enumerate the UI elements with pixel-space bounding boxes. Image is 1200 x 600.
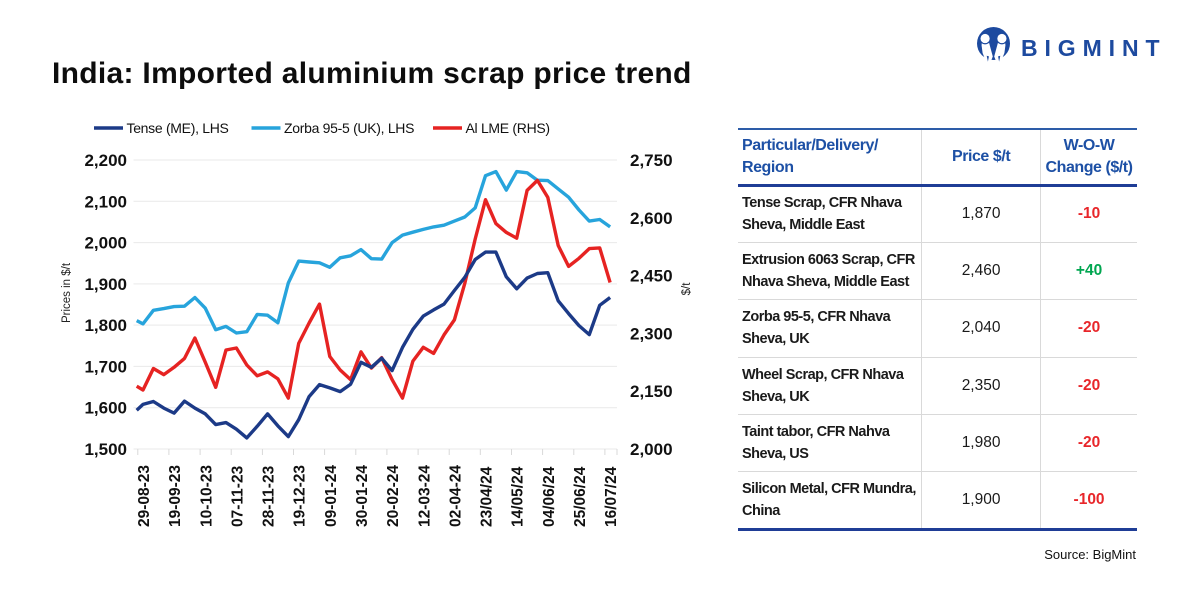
- svg-text:28-11-23: 28-11-23: [261, 465, 278, 527]
- svg-text:2,150: 2,150: [630, 382, 673, 401]
- svg-text:29-08-23: 29-08-23: [136, 465, 153, 527]
- svg-text:16/07/24: 16/07/24: [603, 466, 620, 527]
- svg-text:19-12-23: 19-12-23: [292, 465, 309, 527]
- svg-text:19-09-23: 19-09-23: [167, 465, 184, 527]
- svg-text:02-04-24: 02-04-24: [447, 465, 464, 527]
- svg-text:2,000: 2,000: [84, 234, 127, 253]
- svg-text:2,000: 2,000: [630, 440, 673, 459]
- svg-text:09-01-24: 09-01-24: [323, 465, 340, 527]
- svg-text:2,100: 2,100: [84, 192, 127, 211]
- svg-text:07-11-23: 07-11-23: [229, 465, 246, 527]
- svg-text:23/04/24: 23/04/24: [479, 466, 496, 527]
- svg-text:2,750: 2,750: [630, 151, 673, 170]
- svg-text:30-01-24: 30-01-24: [354, 465, 371, 527]
- svg-text:14/05/24: 14/05/24: [510, 466, 527, 527]
- svg-text:2,300: 2,300: [630, 324, 673, 343]
- svg-text:Tense (ME), LHS: Tense (ME), LHS: [127, 120, 229, 136]
- svg-text:25/06/24: 25/06/24: [572, 466, 589, 527]
- svg-text:1,900: 1,900: [84, 275, 127, 294]
- svg-text:$/t: $/t: [681, 282, 693, 296]
- svg-text:Zorba 95-5 (UK), LHS: Zorba 95-5 (UK), LHS: [284, 120, 414, 136]
- svg-text:20-02-24: 20-02-24: [385, 465, 402, 527]
- svg-text:Prices in $/t: Prices in $/t: [61, 262, 73, 323]
- svg-text:10-10-23: 10-10-23: [198, 465, 215, 527]
- svg-text:04/06/24: 04/06/24: [541, 466, 558, 527]
- svg-text:Al LME (RHS): Al LME (RHS): [466, 120, 550, 136]
- svg-text:1,700: 1,700: [84, 357, 127, 376]
- svg-text:2,450: 2,450: [630, 267, 673, 286]
- svg-text:1,600: 1,600: [84, 399, 127, 418]
- svg-text:2,600: 2,600: [630, 209, 673, 228]
- svg-text:1,500: 1,500: [84, 440, 127, 459]
- svg-text:1,800: 1,800: [84, 316, 127, 335]
- svg-text:2,200: 2,200: [84, 151, 127, 170]
- svg-text:12-03-24: 12-03-24: [416, 465, 433, 527]
